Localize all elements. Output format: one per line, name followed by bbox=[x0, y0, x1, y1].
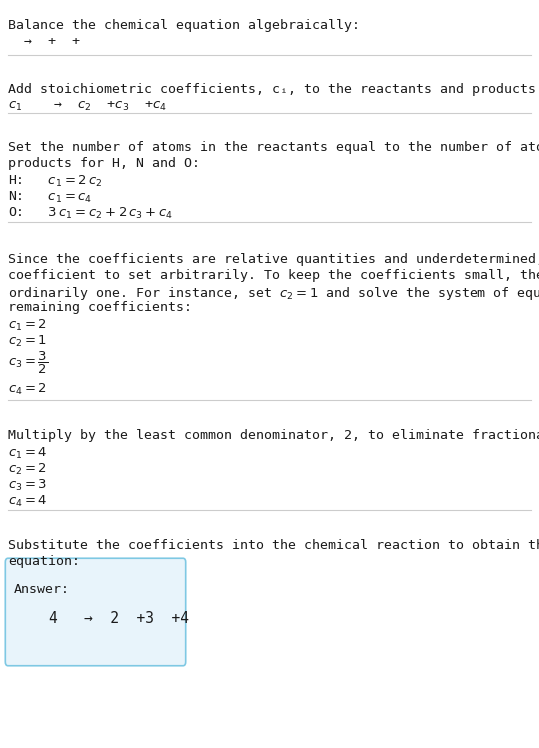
Text: Since the coefficients are relative quantities and underdetermined, choose a: Since the coefficients are relative quan… bbox=[8, 254, 539, 266]
Text: $c_2 = 2$: $c_2 = 2$ bbox=[8, 462, 47, 476]
Text: equation:: equation: bbox=[8, 556, 80, 568]
Text: $c_3 = 3$: $c_3 = 3$ bbox=[8, 477, 47, 492]
FancyBboxPatch shape bbox=[5, 558, 186, 666]
Text: Balance the chemical equation algebraically:: Balance the chemical equation algebraica… bbox=[8, 19, 360, 32]
Text: Multiply by the least common denominator, 2, to eliminate fractional coefficient: Multiply by the least common denominator… bbox=[8, 429, 539, 442]
Text: $c_1 = 2$: $c_1 = 2$ bbox=[8, 317, 47, 333]
Text: Set the number of atoms in the reactants equal to the number of atoms in the: Set the number of atoms in the reactants… bbox=[8, 141, 539, 154]
Text: →  +  +: → + + bbox=[8, 35, 80, 49]
Text: $c_1$    →  $c_2$  +$c_3$  +$c_4$: $c_1$ → $c_2$ +$c_3$ +$c_4$ bbox=[8, 99, 167, 112]
Text: remaining coefficients:: remaining coefficients: bbox=[8, 301, 192, 314]
Text: O:   $3\,c_1 = c_2 + 2\,c_3 + c_4$: O: $3\,c_1 = c_2 + 2\,c_3 + c_4$ bbox=[8, 206, 173, 221]
Text: $c_1 = 4$: $c_1 = 4$ bbox=[8, 445, 47, 461]
Text: Add stoichiometric coefficients, cᵢ, to the reactants and products:: Add stoichiometric coefficients, cᵢ, to … bbox=[8, 83, 539, 96]
Text: H:   $c_1 = 2\,c_2$: H: $c_1 = 2\,c_2$ bbox=[8, 174, 102, 188]
Text: N:   $c_1 = c_4$: N: $c_1 = c_4$ bbox=[8, 189, 92, 204]
Text: ordinarily one. For instance, set $c_2 = 1$ and solve the system of equations fo: ordinarily one. For instance, set $c_2 =… bbox=[8, 286, 539, 302]
Text: $c_2 = 1$: $c_2 = 1$ bbox=[8, 334, 47, 349]
Text: coefficient to set arbitrarily. To keep the coefficients small, the arbitrary va: coefficient to set arbitrarily. To keep … bbox=[8, 269, 539, 283]
Text: $c_4 = 4$: $c_4 = 4$ bbox=[8, 494, 47, 509]
Text: 4   →  2  +3  +4: 4 → 2 +3 +4 bbox=[14, 611, 189, 626]
Text: $c_4 = 2$: $c_4 = 2$ bbox=[8, 381, 47, 396]
Text: Substitute the coefficients into the chemical reaction to obtain the balanced: Substitute the coefficients into the che… bbox=[8, 539, 539, 553]
Text: $c_3 = \dfrac{3}{2}$: $c_3 = \dfrac{3}{2}$ bbox=[8, 349, 48, 375]
Text: Answer:: Answer: bbox=[14, 583, 70, 596]
Text: products for H, N and O:: products for H, N and O: bbox=[8, 157, 200, 171]
